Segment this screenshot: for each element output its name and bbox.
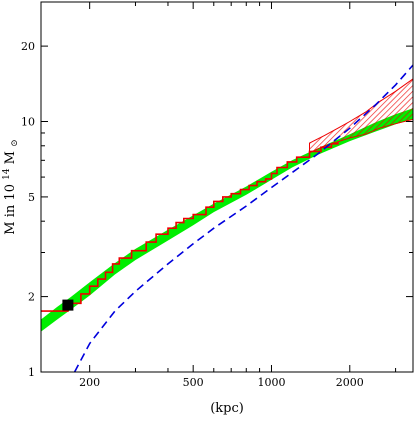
x-axis-label: (kpc)	[210, 401, 244, 416]
y-axis-label-unit-subscript: ⊙	[10, 139, 20, 147]
plot-frame	[40, 1, 414, 373]
y-tick-label: 2	[28, 291, 35, 304]
red-hatched-band	[309, 78, 413, 154]
blue-dashed-line	[73, 64, 413, 372]
y-tick-label: 1	[28, 366, 35, 379]
y-axis-tick-labels: 1 2 5 10 20	[21, 40, 35, 379]
y-tick-label: 20	[21, 40, 35, 53]
red-step-line	[41, 141, 339, 312]
y-axis-label: M in 10 14 M ⊙	[0, 139, 20, 234]
black-square-marker	[62, 299, 74, 311]
x-tick-label: 500	[183, 376, 204, 389]
x-tick-label: 200	[79, 376, 100, 389]
x-tick-label: 2000	[336, 376, 364, 389]
x-axis-tick-labels: 200 500 1000 2000	[79, 376, 364, 389]
y-axis-label-prefix: M in 10	[3, 184, 18, 235]
y-axis-label-exponent: 14	[2, 168, 12, 180]
green-band	[41, 108, 413, 332]
y-axis-label-unit: M	[3, 151, 18, 164]
y-tick-label: 10	[21, 116, 35, 129]
plot-area	[41, 64, 413, 372]
axis-ticks	[41, 1, 413, 373]
y-tick-label: 5	[28, 191, 35, 204]
x-tick-label: 1000	[257, 376, 285, 389]
